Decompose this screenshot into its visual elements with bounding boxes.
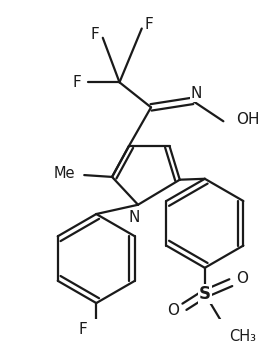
Text: F: F (91, 27, 100, 42)
Text: O: O (236, 271, 248, 286)
Text: F: F (145, 17, 153, 32)
Text: F: F (73, 75, 81, 90)
Text: CH₃: CH₃ (229, 329, 256, 343)
Text: O: O (167, 303, 179, 318)
Text: N: N (191, 86, 202, 101)
Text: S: S (199, 285, 211, 303)
Text: N: N (129, 210, 140, 225)
Text: F: F (79, 321, 88, 336)
Text: Me: Me (53, 166, 75, 181)
Text: OH: OH (236, 112, 260, 127)
